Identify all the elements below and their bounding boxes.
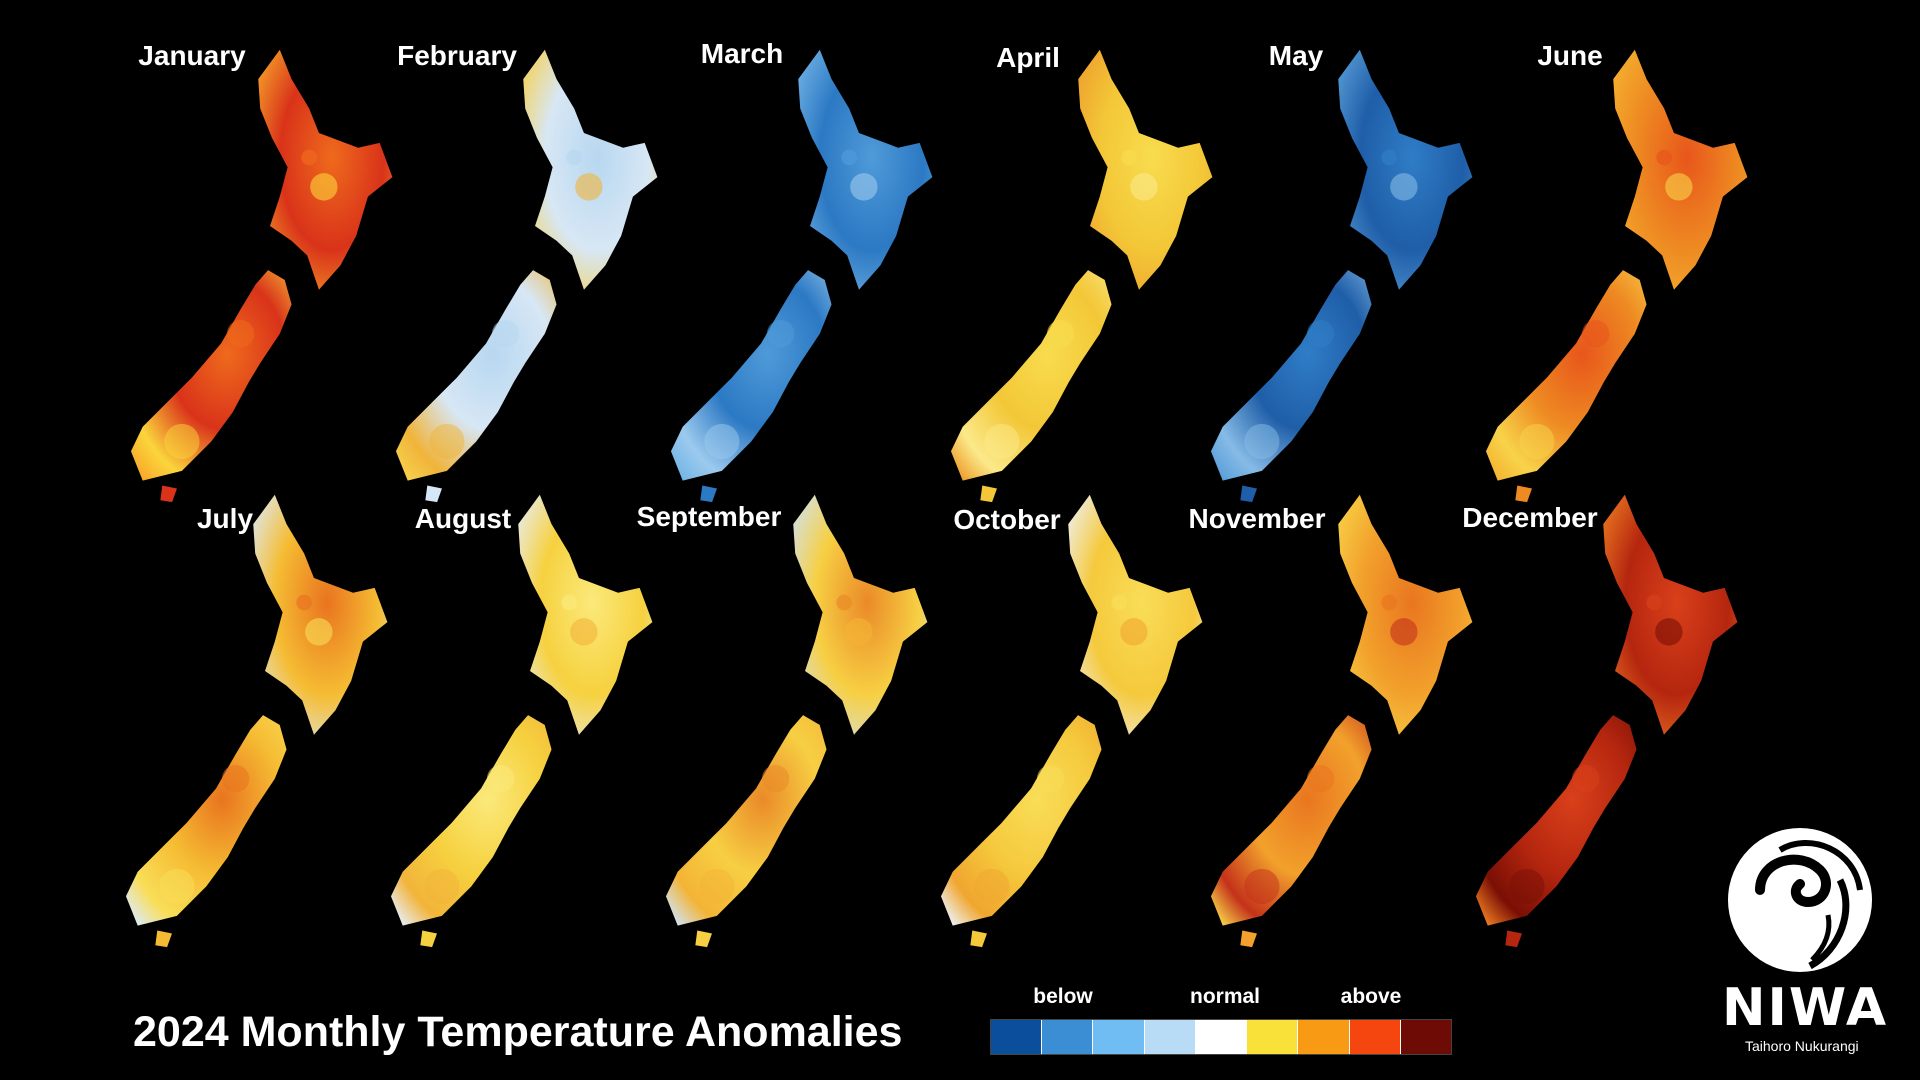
south-island [665, 715, 827, 926]
nz-anomaly-map [950, 49, 1213, 503]
month-label-october: October [953, 504, 1061, 535]
stewart-island [700, 485, 717, 503]
legend-swatch [1093, 1020, 1145, 1054]
nz-anomaly-map [1210, 49, 1473, 503]
south-island [1485, 270, 1647, 481]
map-february [385, 40, 685, 503]
map-may [1200, 40, 1500, 503]
month-label-november: November [1188, 503, 1326, 534]
map-april [940, 40, 1240, 503]
stewart-island [970, 930, 987, 948]
legend-color-bar [990, 1019, 1452, 1055]
nz-anomaly-map [940, 494, 1203, 948]
north-island [1338, 494, 1473, 735]
south-island [1210, 715, 1372, 926]
north-island [253, 494, 388, 735]
stewart-island [1240, 930, 1257, 948]
logo-subtitle: Taihoro Nukurangi [1745, 1038, 1859, 1054]
nz-anomaly-map [1485, 49, 1748, 503]
south-island [390, 715, 552, 926]
nz-anomaly-map [1475, 494, 1738, 948]
nz-anomaly-map [1210, 494, 1473, 948]
south-island [395, 270, 557, 481]
map-june [1475, 40, 1775, 503]
legend-swatch [1195, 1020, 1248, 1054]
month-label-june: June [1537, 40, 1603, 71]
map-november [1200, 485, 1500, 948]
north-island [258, 49, 393, 290]
north-island [1613, 49, 1748, 290]
map-september [655, 485, 955, 948]
map-march [660, 40, 960, 503]
map-october [930, 485, 1230, 948]
legend-swatch [1247, 1020, 1299, 1054]
month-label-january: January [138, 40, 246, 71]
north-island [1338, 49, 1473, 290]
month-label-may: May [1268, 40, 1324, 71]
month-label-september: September [636, 501, 782, 532]
map-title: 2024 Monthly Temperature Anomalies [133, 1008, 903, 1056]
month-label-april: April [996, 42, 1060, 73]
nz-anomaly-map [390, 494, 653, 948]
temperature-legend: below normal above [990, 985, 1452, 1055]
map-december [1465, 485, 1765, 948]
nz-anomaly-map [670, 49, 933, 503]
legend-swatch [1042, 1020, 1094, 1054]
south-island [940, 715, 1102, 926]
month-label-august: August [414, 503, 512, 534]
month-label-july: July [196, 503, 254, 534]
south-island [670, 270, 832, 481]
nz-anomaly-map [665, 494, 928, 948]
legend-label-above: above [1340, 985, 1402, 1008]
map-january [120, 40, 420, 503]
stewart-island [1515, 485, 1532, 503]
south-island [125, 715, 287, 926]
month-label-december: December [1462, 502, 1598, 533]
month-label-february: February [397, 40, 517, 71]
map-july [115, 485, 415, 948]
legend-swatch [1349, 1020, 1401, 1054]
north-island [518, 494, 653, 735]
legend-swatch [1298, 1020, 1350, 1054]
stewart-island [425, 485, 442, 503]
south-island [1475, 715, 1637, 926]
legend-swatch [1400, 1020, 1451, 1054]
stewart-island [155, 930, 172, 948]
stewart-island [1505, 930, 1522, 948]
stewart-island [420, 930, 437, 948]
month-label-march: March [700, 38, 784, 69]
map-august [380, 485, 680, 948]
legend-label-below: below [1033, 985, 1093, 1008]
stewart-island [980, 485, 997, 503]
south-island [1210, 270, 1372, 481]
logo-wordmark: NIWA [1722, 978, 1889, 1038]
stewart-island [1240, 485, 1257, 503]
north-island [798, 49, 933, 290]
north-island [1603, 494, 1738, 735]
north-island [1078, 49, 1213, 290]
legend-swatch [1144, 1020, 1196, 1054]
nz-anomaly-map [395, 49, 658, 503]
niwa-logo-icon [1728, 828, 1872, 972]
south-island [130, 270, 292, 481]
nz-anomaly-map [125, 494, 388, 948]
north-island [1068, 494, 1203, 735]
north-island [793, 494, 928, 735]
nz-anomaly-map [130, 49, 393, 503]
stewart-island [160, 485, 177, 503]
legend-swatch [991, 1020, 1043, 1054]
north-island [523, 49, 658, 290]
south-island [950, 270, 1112, 481]
stewart-island [695, 930, 712, 948]
legend-label-normal: normal [1189, 985, 1261, 1008]
